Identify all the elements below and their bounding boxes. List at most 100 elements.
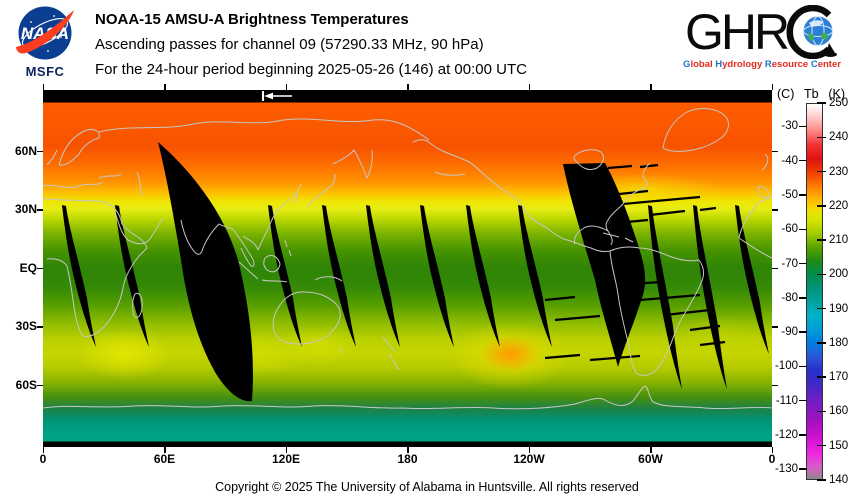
colorbar-kelvin-tick (817, 479, 826, 481)
lon-axis-label: 0 (39, 452, 47, 466)
colorbar-celsius-tick (799, 365, 807, 368)
colorbar-kelvin-label: 180 (829, 336, 849, 349)
colorbar-gradient (806, 103, 823, 480)
ghrc-tagline-word: lobal (690, 59, 713, 70)
colorbar-celsius-tick (799, 194, 807, 196)
colorbar-kelvin-tick (817, 376, 826, 378)
colorbar-celsius-label: -90 (781, 326, 798, 339)
colorbar-celsius-tick (799, 125, 807, 128)
ghrc-tagline-word: ydrology (722, 59, 763, 70)
ghrc-logo: GHR Global Hydrology Resource Center (676, 4, 848, 70)
colorbar-celsius-unit: (C) (777, 87, 795, 101)
lat-tick-left (37, 150, 43, 153)
lon-tick-top (771, 84, 773, 90)
lon-axis-label: 60W (638, 452, 663, 466)
colorbar-kelvin-label: 150 (829, 439, 849, 452)
data-gap-scanline-dashes (544, 163, 726, 362)
lat-tick-left (37, 209, 43, 211)
lon-tick-bottom (650, 447, 652, 453)
lat-tick-right (772, 150, 778, 153)
data-gap-swaths (62, 142, 769, 402)
colorbar-celsius-label: -60 (781, 223, 798, 236)
lon-tick-bottom (771, 447, 773, 453)
lon-tick-top (164, 84, 166, 90)
lat-tick-right (772, 267, 778, 270)
colorbar-kelvin-label: 140 (829, 474, 849, 486)
lon-tick-bottom (528, 447, 530, 453)
colorbar-celsius-tick (799, 159, 807, 162)
lon-axis-label: 120W (513, 452, 545, 466)
lat-tick-right (772, 326, 778, 328)
title-block: NOAA-15 AMSU-A Brightness Temperatures A… (95, 7, 527, 82)
msfc-label: MSFC (25, 64, 65, 79)
colorbar-kelvin-label: 210 (829, 234, 849, 247)
colorbar-kelvin-label: 230 (829, 165, 849, 178)
colorbar-kelvin-tick (817, 410, 826, 413)
colorbar-header: (C) Tb (K) (777, 87, 845, 101)
colorbar-celsius-tick (799, 262, 807, 265)
colorbar-kelvin-unit: (K) (828, 87, 845, 101)
ghrc-tagline-word: esource (771, 59, 809, 70)
lon-tick-bottom (42, 447, 44, 453)
colorbar-kelvin-tick (817, 136, 826, 139)
lat-axis-label: EQ (19, 260, 37, 275)
colorbar-kelvin-tick (817, 273, 826, 276)
lon-tick-top (285, 84, 287, 90)
ghrc-tagline-initial: C (810, 59, 818, 70)
colorbar-kelvin-tick (817, 102, 826, 104)
colorbar-kelvin-label: 220 (829, 199, 849, 212)
lon-axis-label: 0 (768, 452, 776, 466)
lon-axis-label: 180 (397, 452, 418, 466)
lat-axis-label: 30N (14, 202, 37, 216)
lon-axis-label: 120E (271, 452, 301, 466)
brightness-temperature-map (43, 90, 772, 447)
lon-axis-label: 60E (153, 452, 176, 466)
colorbar-kelvin-label: 160 (829, 405, 849, 418)
lat-axis-label: 60S (15, 377, 37, 392)
map-overlay-svg (43, 91, 772, 410)
lon-tick-bottom (285, 447, 287, 453)
nasa-meatball-icon: NASA (16, 6, 74, 60)
subtitle-period: For the 24-hour period beginning 2025-05… (95, 61, 527, 78)
colorbar-celsius-tick (799, 297, 807, 299)
colorbar-kelvin-tick (817, 444, 826, 447)
lat-tick-left (37, 326, 43, 328)
ghrc-tagline-initial: R (764, 59, 772, 70)
colorbar-celsius-label: -70 (781, 257, 798, 270)
colorbar-kelvin-tick (817, 307, 826, 310)
pass-start-arrow-icon (262, 91, 292, 101)
coastlines (43, 108, 772, 410)
colorbar-celsius-tick (799, 399, 807, 402)
lon-tick-bottom (164, 447, 166, 453)
colorbar-celsius-tick (799, 468, 807, 470)
colorbar-celsius-label: -100 (774, 360, 798, 373)
lat-tick-right (772, 209, 778, 211)
colorbar-kelvin-label: 240 (829, 131, 849, 144)
lat-axis-label: 30S (15, 319, 37, 333)
colorbar-celsius-tick (799, 228, 807, 231)
colorbar-celsius-tick (799, 331, 807, 333)
nasa-logo: NASA MSFC (10, 4, 80, 79)
ghrc-tagline: Global Hydrology Resource Center (676, 59, 848, 70)
colorbar-celsius-label: -30 (781, 120, 798, 133)
ghrc-tagline-word: enter (817, 59, 841, 70)
colorbar-kelvin-label: 250 (829, 97, 849, 109)
ghrc-tagline-initial: H (715, 59, 723, 70)
colorbar-tb-label: Tb (804, 87, 819, 101)
colorbar-kelvin-label: 170 (829, 371, 849, 384)
lon-tick-bottom (407, 447, 409, 453)
lon-tick-top (528, 84, 530, 90)
subtitle-channel: Ascending passes for channel 09 (57290.3… (95, 36, 484, 53)
colorbar-kelvin-tick (817, 170, 826, 173)
lat-tick-left (37, 267, 43, 270)
colorbar-celsius-label: -40 (781, 154, 798, 167)
lon-tick-top (42, 84, 44, 90)
colorbar-kelvin-tick (817, 342, 826, 344)
colorbar-celsius-label: -110 (775, 394, 798, 407)
ghrc-wordmark-text: GHR (684, 4, 790, 60)
colorbar-kelvin-label: 200 (829, 268, 849, 281)
ghrc-wordmark: GHR (676, 4, 848, 60)
lat-tick-left (37, 384, 43, 387)
ghrc-tagline-initial: G (683, 59, 691, 70)
